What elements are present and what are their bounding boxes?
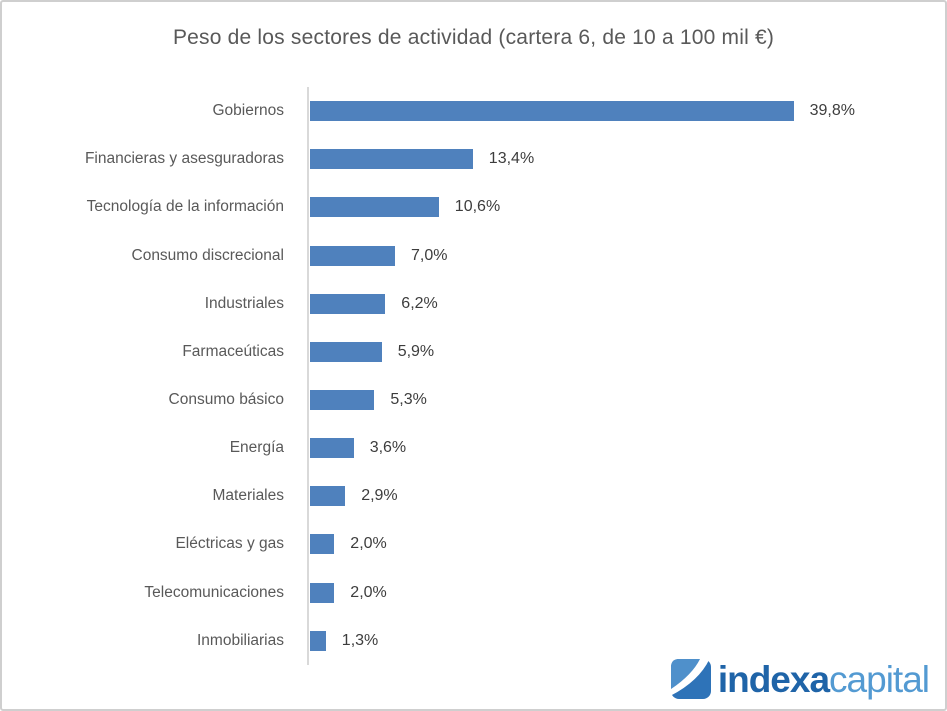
bar [310, 293, 386, 314]
chart-row: Farmaceúticas 5,9% [2, 328, 945, 376]
chart-row: Consumo básico 5,3% [2, 376, 945, 424]
category-label: Inmobiliarias [196, 631, 284, 649]
chart-rows: Gobiernos 39,8% Financieras y asesguradora… [2, 87, 945, 665]
y-axis-line [307, 87, 309, 665]
chart-row: Inmobiliarias 1,3% [2, 617, 945, 665]
chart-row: Industriales 6,2% [2, 280, 945, 328]
bar [310, 486, 346, 507]
bar [310, 149, 473, 170]
logo-text-capital: capital [829, 658, 930, 700]
chart-row: Materiales 2,9% [2, 472, 945, 520]
chart-row: Consumo discrecional 7,0% [2, 231, 945, 279]
value-label: 5,9% [397, 342, 435, 360]
value-label: 7,0% [411, 246, 448, 264]
category-label: Consumo discrecional [131, 246, 285, 264]
bar [310, 630, 326, 651]
category-label: Gobiernos [212, 102, 284, 120]
chart-row: Telecomunicaciones 2,0% [2, 569, 945, 617]
value-label: 2,0% [350, 583, 387, 601]
category-label: Materiales [212, 487, 285, 505]
value-label: 1,3% [341, 631, 379, 649]
value-label: 5,3% [390, 391, 427, 409]
category-label: Tecnología de la información [86, 198, 284, 216]
category-label: Telecomunicaciones [144, 583, 284, 601]
logo-wordmark: indexacapital [717, 658, 930, 700]
category-label: Eléctricas y gas [175, 535, 284, 553]
value-label: 3,6% [369, 439, 407, 457]
category-label: Consumo básico [168, 391, 284, 409]
value-label: 10,6% [454, 198, 501, 216]
category-label: Financieras y asesguradoras [84, 150, 284, 168]
category-label: Energía [229, 439, 284, 457]
logo-text-indexa: indexa [717, 658, 830, 700]
chart-row: Eléctricas y gas 2,0% [2, 520, 945, 568]
bar [310, 245, 395, 266]
chart-row: Financieras y asesguradoras 13,4% [2, 135, 945, 183]
bar [310, 390, 375, 411]
category-label: Industriales [204, 294, 284, 312]
bar [310, 534, 335, 555]
indexa-capital-logo: indexacapital [670, 658, 930, 700]
chart-row: Energía 3,6% [2, 424, 945, 472]
value-label: 6,2% [401, 294, 438, 312]
bar [310, 101, 794, 122]
bar [310, 341, 382, 362]
bar [310, 438, 354, 459]
category-label: Farmaceúticas [182, 342, 284, 360]
chart-row: Tecnología de la información 10,6% [2, 183, 945, 231]
bar [310, 582, 335, 603]
value-label: 2,9% [361, 487, 398, 505]
value-label: 13,4% [488, 150, 535, 168]
value-label: 39,8% [809, 102, 855, 120]
chart-row: Gobiernos 39,8% [2, 87, 945, 135]
indexa-logo-icon [670, 659, 711, 699]
value-label: 2,0% [350, 535, 387, 553]
bar [310, 197, 439, 218]
chart-title: Peso de los sectores de actividad (carte… [172, 26, 775, 49]
